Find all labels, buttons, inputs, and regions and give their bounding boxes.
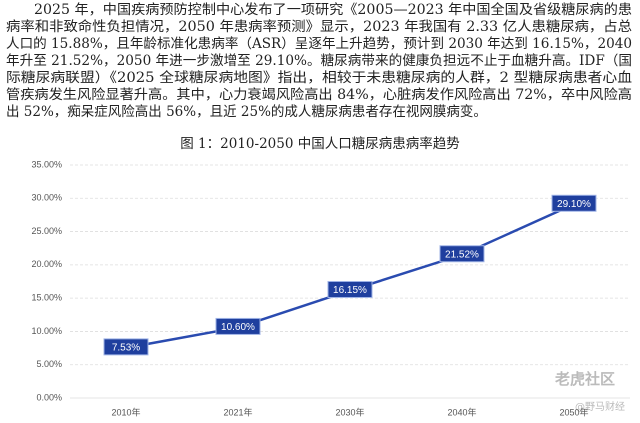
- y-tick-label: 35.00%: [31, 159, 62, 169]
- y-tick-label: 25.00%: [31, 226, 62, 236]
- y-tick-label: 20.00%: [31, 259, 62, 269]
- y-tick-label: 5.00%: [36, 359, 62, 369]
- x-tick-label: 2010年: [111, 406, 140, 417]
- data-label: 21.52%: [439, 245, 485, 263]
- data-label-box: [103, 338, 149, 356]
- data-label-box: [551, 194, 597, 212]
- data-label-box: [215, 317, 261, 335]
- y-tick-label: 30.00%: [31, 193, 62, 203]
- x-tick-label: 2040年: [447, 406, 476, 417]
- paragraph-line: 出 52%，痴呆症风险高出 56%，且近 25%的成人糖尿病患者存在视网膜病变。: [6, 103, 487, 120]
- data-label-text: 29.10%: [557, 199, 591, 210]
- data-label: 7.53%: [103, 338, 149, 356]
- data-label: 16.15%: [327, 280, 373, 298]
- x-tick-label: 2050年: [559, 406, 588, 417]
- data-label-text: 7.53%: [112, 343, 140, 354]
- figure-caption: 图 1：2010-2050 中国人口糖尿病患病率趋势: [180, 135, 459, 152]
- data-label-text: 21.52%: [445, 249, 479, 260]
- paragraph-line: 病率和非致命性负担情况，2050 年患病率预测》显示，2023 年我国有 2.3…: [6, 18, 632, 35]
- x-tick-label: 2030年: [335, 406, 364, 417]
- data-label-text: 16.15%: [333, 285, 367, 296]
- paragraph-line: 2025 年，中国疾病预防控制中心发布了一项研究《2005—2023 年中国全国…: [34, 1, 632, 18]
- data-label-box: [327, 280, 373, 298]
- y-tick-label: 10.00%: [31, 326, 62, 336]
- paragraph-line: 人口的 15.88%，且年龄标准化患病率（ASR）呈逐年上升趋势，预计到 203…: [6, 35, 632, 52]
- watermark: 老虎社区: [554, 370, 615, 388]
- data-label: 10.60%: [215, 317, 261, 335]
- data-label-box: [439, 245, 485, 263]
- data-label-text: 10.60%: [221, 322, 255, 333]
- data-label: 29.10%: [551, 194, 597, 212]
- paragraph-line: 际糖尿病联盟）《2025 全球糖尿病地图》指出，相较于未患糖尿病的人群，2 型糖…: [6, 69, 632, 86]
- x-tick-label: 2021年: [223, 406, 252, 417]
- line: [125, 203, 575, 350]
- watermark: @野马财经: [575, 400, 625, 413]
- paragraph-line: 年升至 21.52%，2050 年进一步激增至 29.10%。糖尿病带来的健康负…: [6, 52, 632, 69]
- y-tick-label: 0.00%: [36, 392, 62, 402]
- paragraph-line: 管疾病发生风险显著升高。其中，心力衰竭风险高出 84%，心脏病发作风险高出 72…: [6, 86, 632, 103]
- y-tick-label: 15.00%: [31, 293, 62, 303]
